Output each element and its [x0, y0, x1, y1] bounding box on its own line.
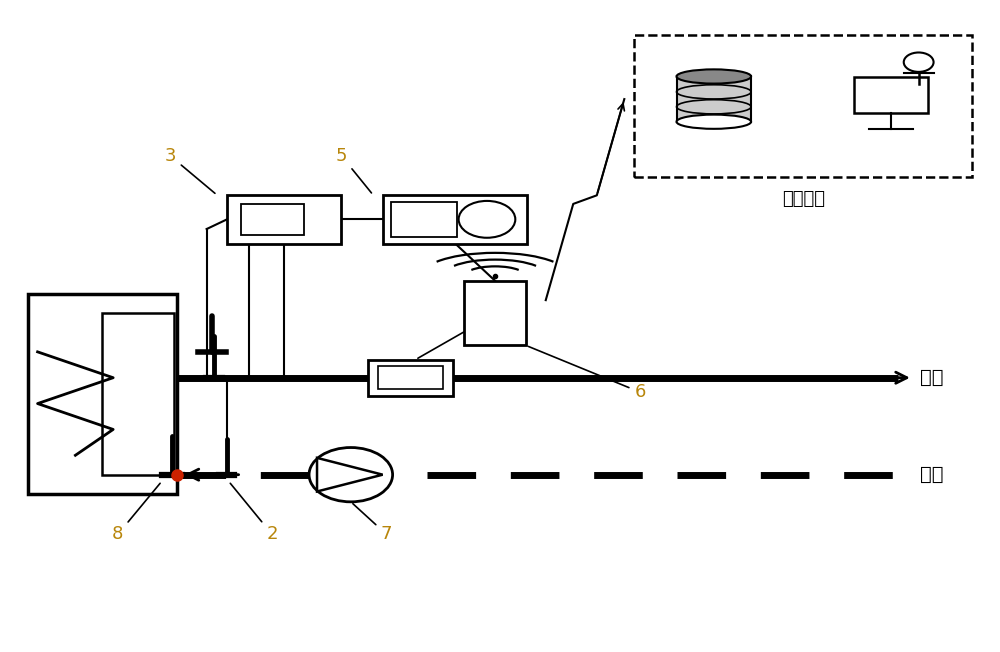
Bar — [28, 293, 177, 494]
Bar — [102, 313, 174, 475]
Ellipse shape — [677, 69, 751, 83]
Text: 1: 1 — [418, 299, 511, 358]
Text: 监控平台: 监控平台 — [782, 190, 825, 208]
Bar — [383, 195, 527, 244]
Bar — [391, 201, 457, 237]
Bar — [634, 35, 972, 177]
Bar — [227, 195, 341, 244]
Bar — [241, 204, 304, 235]
Bar — [378, 366, 443, 389]
Bar — [677, 76, 751, 122]
Polygon shape — [317, 458, 383, 492]
Text: 2: 2 — [230, 483, 278, 543]
Text: 6: 6 — [528, 346, 646, 401]
Bar — [368, 360, 453, 396]
Circle shape — [309, 447, 393, 502]
Text: 7: 7 — [353, 504, 392, 543]
Text: 供水: 供水 — [920, 368, 943, 387]
Text: 显示终端: 显示终端 — [873, 149, 909, 164]
Text: 5: 5 — [336, 147, 371, 193]
Text: 服务器: 服务器 — [700, 149, 727, 164]
Text: 8: 8 — [112, 483, 160, 543]
Text: 回水: 回水 — [920, 465, 943, 484]
Circle shape — [459, 201, 515, 238]
Ellipse shape — [677, 115, 751, 129]
Text: 3: 3 — [165, 147, 215, 193]
Bar — [854, 77, 928, 113]
Circle shape — [904, 53, 934, 72]
Bar — [464, 281, 526, 346]
